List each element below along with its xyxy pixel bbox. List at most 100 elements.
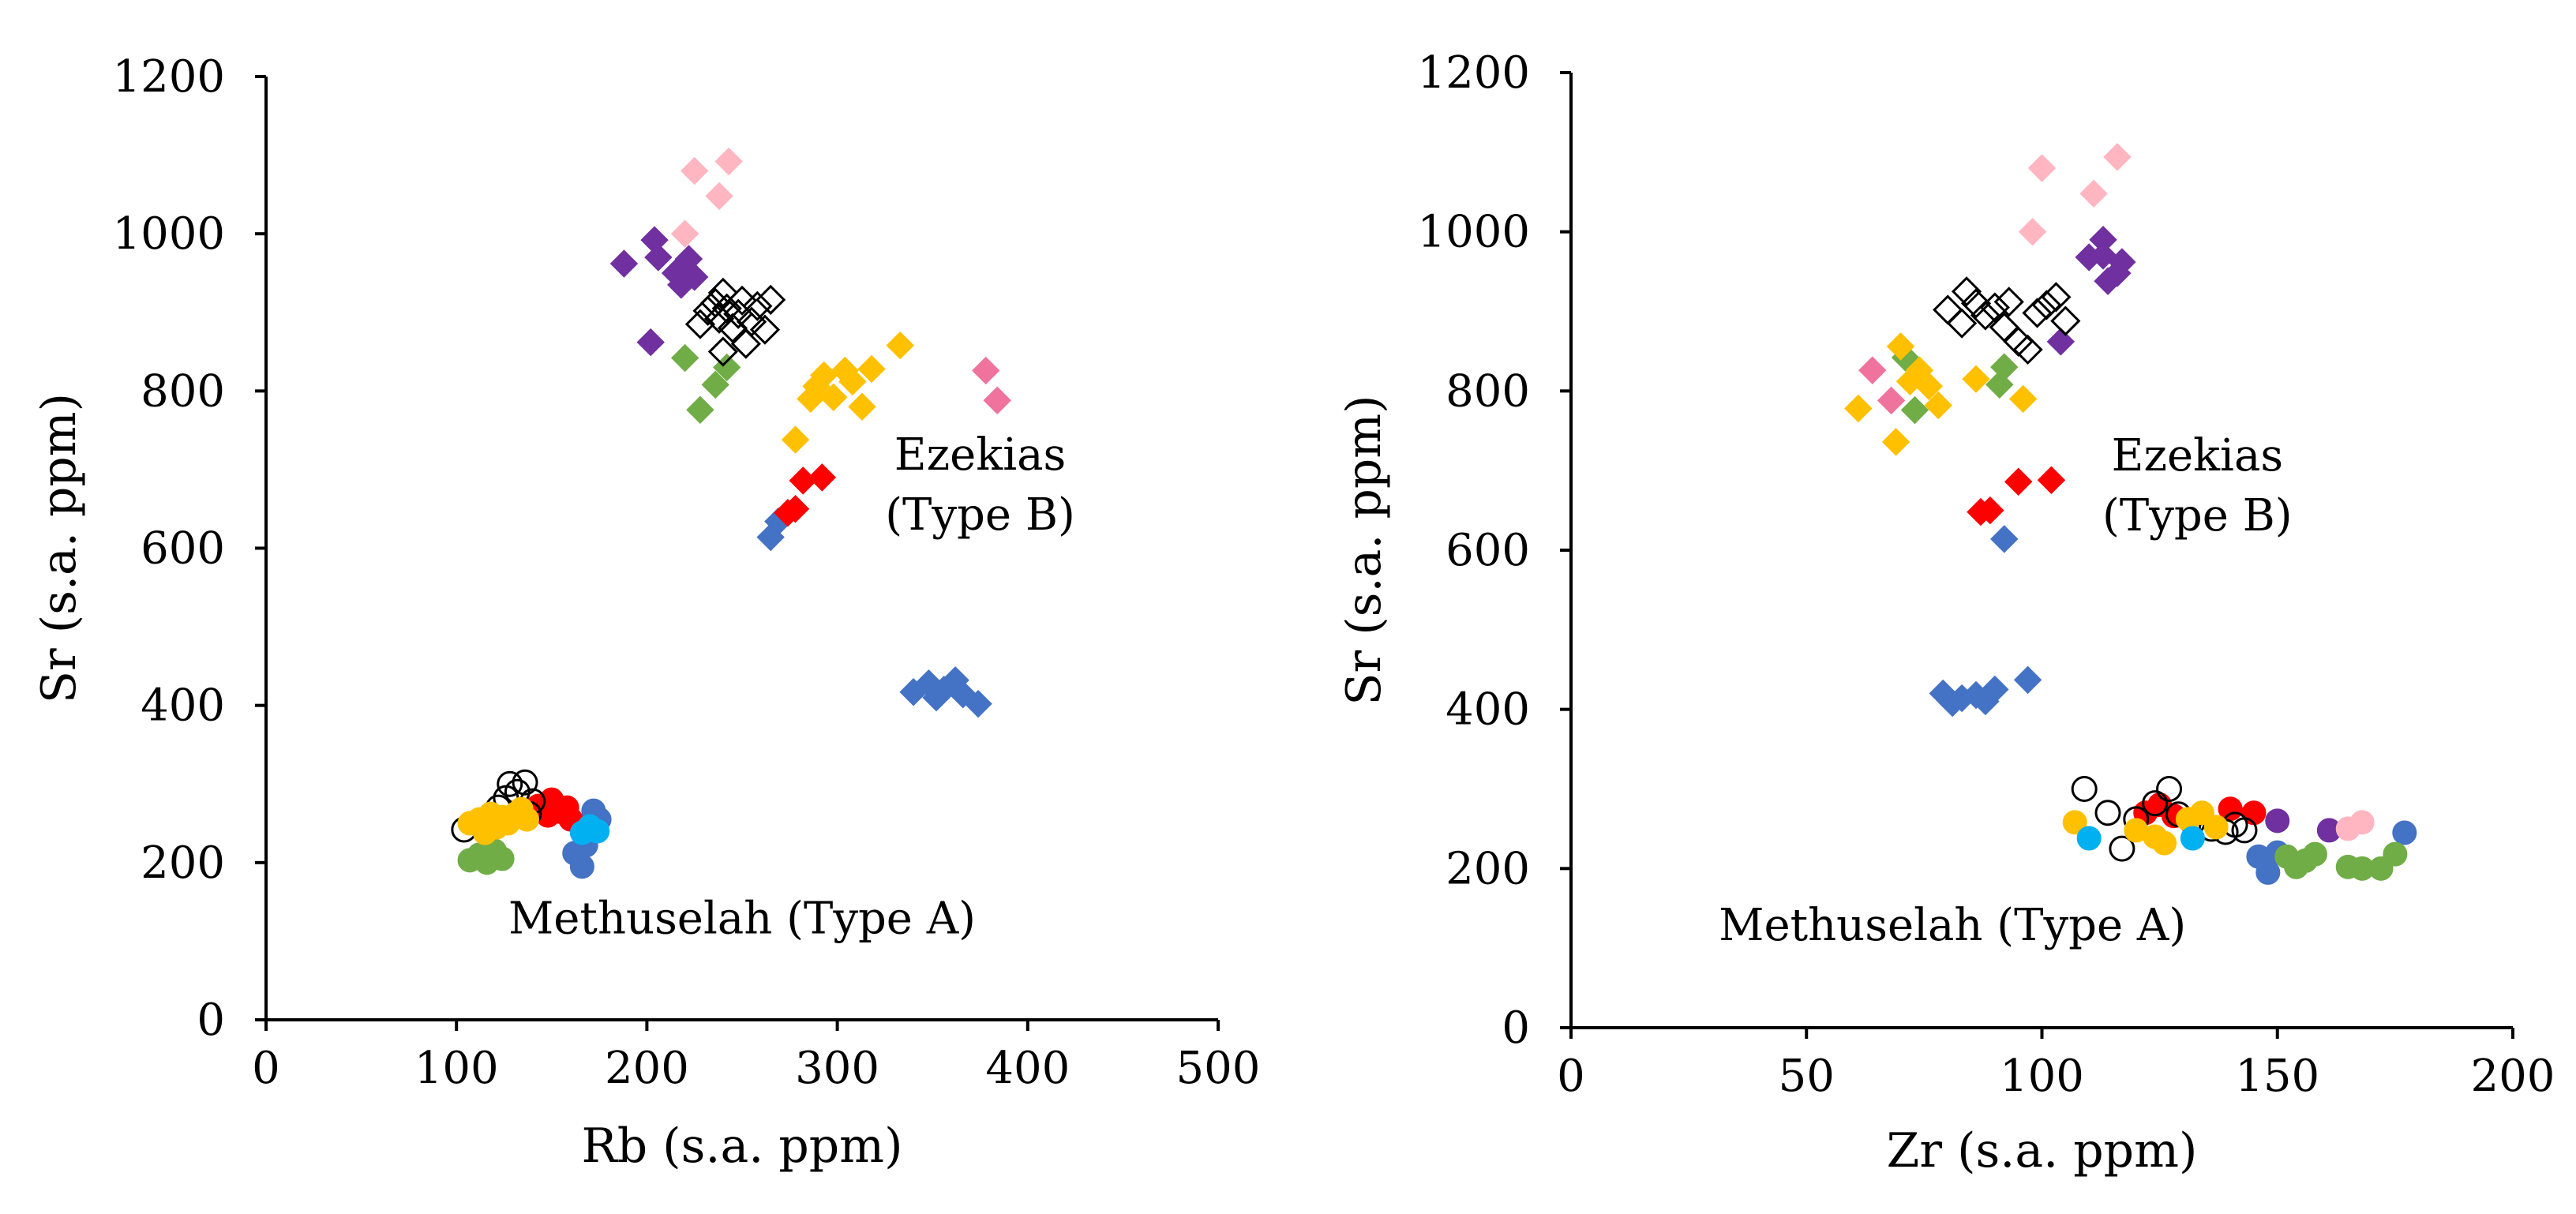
diamond-point	[2046, 328, 2075, 356]
circle-point	[2076, 826, 2102, 851]
diamond-point	[670, 343, 699, 373]
diamond-point	[1990, 525, 2019, 553]
open-circle-point	[512, 769, 538, 796]
x-tick-label: 50	[1779, 1051, 1835, 1102]
diamond-point	[964, 689, 992, 718]
y-tick-label: 1000	[112, 208, 225, 260]
annotation-methuselah: Methuselah (Type A)	[1719, 900, 2186, 951]
open-diamond-point	[2050, 305, 2081, 336]
open-diamond-point	[684, 309, 716, 339]
diamond-point	[848, 392, 876, 421]
x-tick-label: 150	[2235, 1051, 2319, 1102]
x-tick-label: 300	[795, 1043, 879, 1094]
diamond-point	[1900, 395, 1929, 425]
diamond-point	[1976, 496, 2004, 525]
diamond-point	[2079, 179, 2108, 208]
diamond-point	[1914, 372, 1944, 400]
circle-point	[2062, 810, 2087, 835]
open-diamond-point	[742, 290, 773, 321]
annotation-line: Methuselah (Type A)	[1719, 900, 2186, 951]
diamond-point	[2037, 466, 2066, 494]
diamond-point	[1844, 394, 1873, 423]
circle-point	[2203, 815, 2229, 840]
x-tick-label: 500	[1176, 1043, 1261, 1094]
x-tick-label: 0	[252, 1043, 280, 1094]
open-diamond-point	[2041, 282, 2072, 313]
diamond-point	[781, 495, 810, 523]
diamond-point	[609, 249, 639, 278]
y-tick-label: 600	[141, 523, 225, 575]
y-tick-label: 1200	[1417, 47, 1530, 99]
diamond-point	[1981, 675, 2009, 704]
y-tick-label: 400	[1445, 684, 1530, 736]
diamond-point	[644, 243, 673, 272]
circle-point	[585, 819, 610, 844]
diamond-point	[2103, 143, 2132, 171]
y-tick-label: 800	[141, 365, 225, 417]
y-tick-label: 600	[1445, 525, 1530, 576]
y-tick-label: 400	[141, 680, 225, 732]
open-diamond-point	[749, 314, 781, 345]
x-tick-label: 200	[605, 1043, 689, 1094]
chart-rb-vs-sr: 0 200 400 600 800 1000 1200 0 100 200 300 400 500 Rb …	[32, 51, 1260, 1174]
diamond-point	[886, 331, 914, 360]
diamond-point	[819, 383, 848, 412]
circle-point	[2392, 820, 2417, 845]
diamond-point	[2004, 467, 2033, 496]
diamond-point	[714, 147, 743, 176]
circle-point	[569, 854, 594, 879]
open-circle-point	[2156, 776, 2183, 802]
diamond-point	[781, 425, 810, 454]
diamond-point	[1881, 428, 1910, 456]
x-axis-label: Rb (s.a. ppm)	[582, 1118, 903, 1174]
open-circle-point	[2142, 790, 2169, 817]
y-tick-label: 0	[1502, 1002, 1530, 1054]
circle-point	[2302, 841, 2327, 867]
open-diamond-point	[1970, 300, 2001, 331]
diamond-point	[983, 386, 1011, 414]
chart-zr-vs-sr: 0 200 400 600 800 1000 1200 0 50 100 150 200 Zr (s.a…	[1337, 47, 2555, 1178]
diamond-point	[701, 370, 729, 399]
y-tick-label: 800	[1445, 365, 1530, 417]
diamond-point	[2089, 242, 2117, 270]
diamond-point	[1962, 365, 1990, 393]
y-axis-label: Sr (s.a. ppm)	[32, 393, 87, 703]
diamond-point	[636, 328, 665, 357]
open-circle-point	[2094, 800, 2121, 826]
open-diamond-point	[756, 284, 786, 315]
annotation-methuselah: Methuselah (Type A)	[508, 893, 976, 944]
circle-point	[489, 846, 515, 871]
x-tick-label: 100	[414, 1043, 499, 1094]
diamond-point	[686, 395, 714, 424]
annotation-line: (Type B)	[885, 489, 1075, 541]
diamond-point	[705, 182, 733, 211]
open-diamond-point	[1933, 294, 1963, 325]
diamond-point	[838, 367, 867, 396]
open-circle-point	[2231, 817, 2258, 844]
annotation-ezekias: Ezekias (Type B)	[2102, 430, 2293, 541]
open-circle-point	[2071, 776, 2098, 802]
annotation-line: Ezekias	[894, 429, 1067, 481]
circle-point	[514, 807, 539, 832]
annotation-line: (Type B)	[2102, 490, 2293, 541]
annotation-line: Ezekias	[2112, 430, 2284, 481]
annotation-line: Methuselah (Type A)	[508, 893, 976, 944]
diamond-point	[680, 263, 709, 291]
diamond-point	[680, 156, 709, 185]
diamond-point	[1924, 391, 1952, 420]
circle-point	[2180, 826, 2205, 851]
diamond-point	[1990, 353, 2019, 381]
diamond-point	[1858, 356, 1887, 384]
open-diamond-point	[2003, 326, 2034, 357]
open-diamond-point	[707, 336, 739, 367]
open-circle-point	[2109, 835, 2135, 862]
circle-point	[2152, 830, 2177, 856]
diamond-point	[1886, 332, 1915, 361]
diamond-point	[2018, 217, 2047, 246]
diamond-point	[808, 463, 837, 492]
y-tick-label: 200	[141, 837, 225, 889]
diamond-point	[1877, 386, 1906, 415]
open-circle-point	[497, 770, 523, 797]
open-diamond-point	[2031, 290, 2062, 320]
